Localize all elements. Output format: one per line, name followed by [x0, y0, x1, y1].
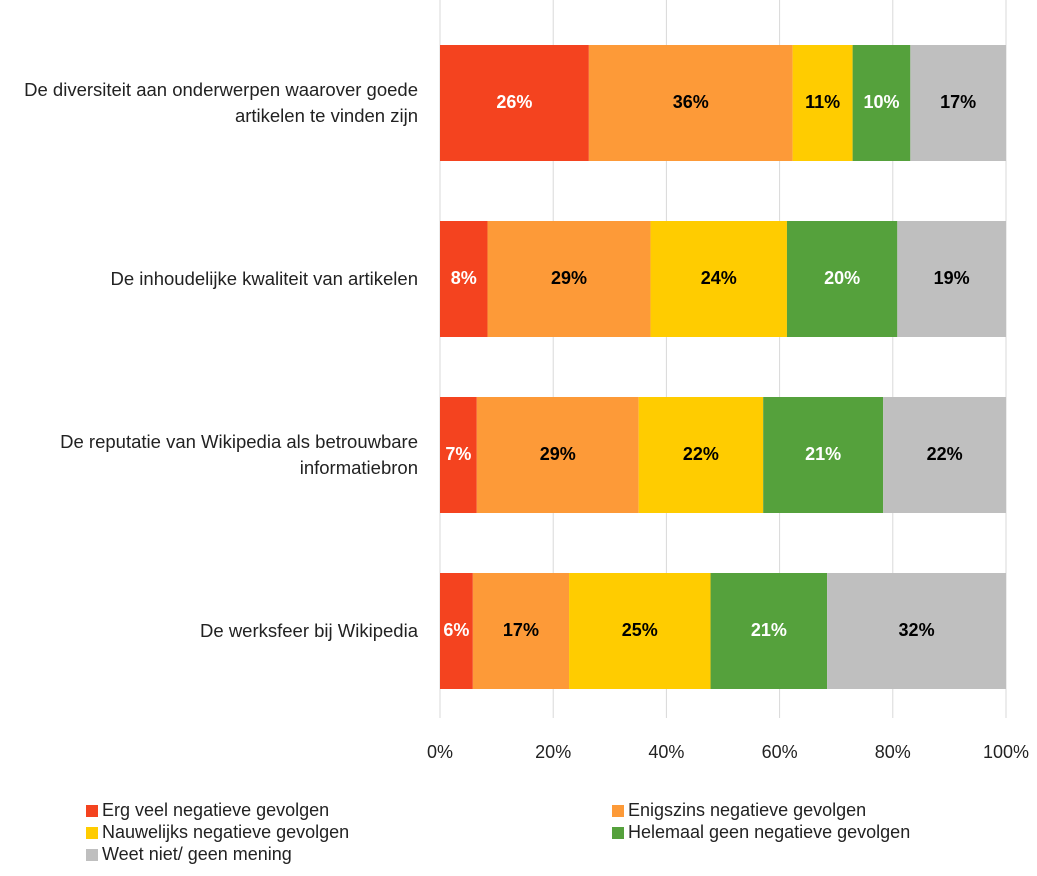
bar-segment — [440, 221, 488, 337]
value-label: 11% — [805, 92, 840, 112]
bar-segment — [792, 45, 853, 161]
value-label: 21% — [805, 444, 841, 464]
value-label: 8% — [451, 268, 477, 288]
bar-segment — [763, 397, 884, 513]
legend-label: Weet niet/ geen mening — [102, 844, 292, 864]
bar-segment — [569, 573, 711, 689]
value-label: 29% — [551, 268, 587, 288]
value-label: 32% — [899, 620, 935, 640]
bar-segment — [588, 45, 793, 161]
value-label: 10% — [863, 92, 899, 112]
bar-segment — [897, 221, 1006, 337]
value-label: 36% — [673, 92, 709, 112]
bar-segment — [638, 397, 764, 513]
value-label: 22% — [683, 444, 719, 464]
bar-segment — [852, 45, 911, 161]
value-label: 29% — [540, 444, 576, 464]
value-label: 6% — [443, 620, 469, 640]
value-label: 19% — [934, 268, 970, 288]
value-label: 24% — [701, 268, 737, 288]
bar-segment — [440, 45, 589, 161]
bar-segment — [827, 573, 1006, 689]
bar-segment — [487, 221, 651, 337]
category-label: De reputatie van Wikipedia als betrouwba… — [60, 431, 418, 478]
value-label: 17% — [503, 620, 539, 640]
bar-segment — [440, 573, 473, 689]
category-label: De inhoudelijke kwaliteit van artikelen — [110, 268, 418, 289]
value-label: 26% — [496, 92, 532, 112]
legend-swatch — [612, 827, 624, 839]
value-label: 25% — [622, 620, 658, 640]
value-label: 17% — [940, 92, 976, 112]
legend-swatch — [86, 849, 98, 861]
category-label: De diversiteit aan onderwerpen waarover … — [24, 79, 418, 126]
legend-swatch — [612, 805, 624, 817]
bar-segment — [440, 397, 477, 513]
legend-swatch — [86, 827, 98, 839]
value-label: 21% — [751, 620, 787, 640]
x-tick-label: 80% — [875, 742, 911, 762]
bar-segment — [786, 221, 898, 337]
value-label: 20% — [824, 268, 860, 288]
x-tick-label: 100% — [983, 742, 1029, 762]
bar-segment — [472, 573, 570, 689]
x-tick-label: 40% — [648, 742, 684, 762]
x-tick-label: 60% — [762, 742, 798, 762]
x-tick-label: 20% — [535, 742, 571, 762]
value-label: 22% — [927, 444, 963, 464]
legend-label: Nauwelijks negatieve gevolgen — [102, 822, 349, 842]
bar-segment — [883, 397, 1006, 513]
bar-segment — [710, 573, 828, 689]
legend-label: Enigszins negatieve gevolgen — [628, 800, 866, 820]
legend-label: Helemaal geen negatieve gevolgen — [628, 822, 910, 842]
legend-swatch — [86, 805, 98, 817]
bar-segment — [650, 221, 787, 337]
bar-segment — [476, 397, 639, 513]
x-tick-label: 0% — [427, 742, 453, 762]
bar-segment — [910, 45, 1006, 161]
category-label: De werksfeer bij Wikipedia — [200, 620, 418, 641]
value-label: 7% — [445, 444, 471, 464]
legend-label: Erg veel negatieve gevolgen — [102, 800, 329, 820]
